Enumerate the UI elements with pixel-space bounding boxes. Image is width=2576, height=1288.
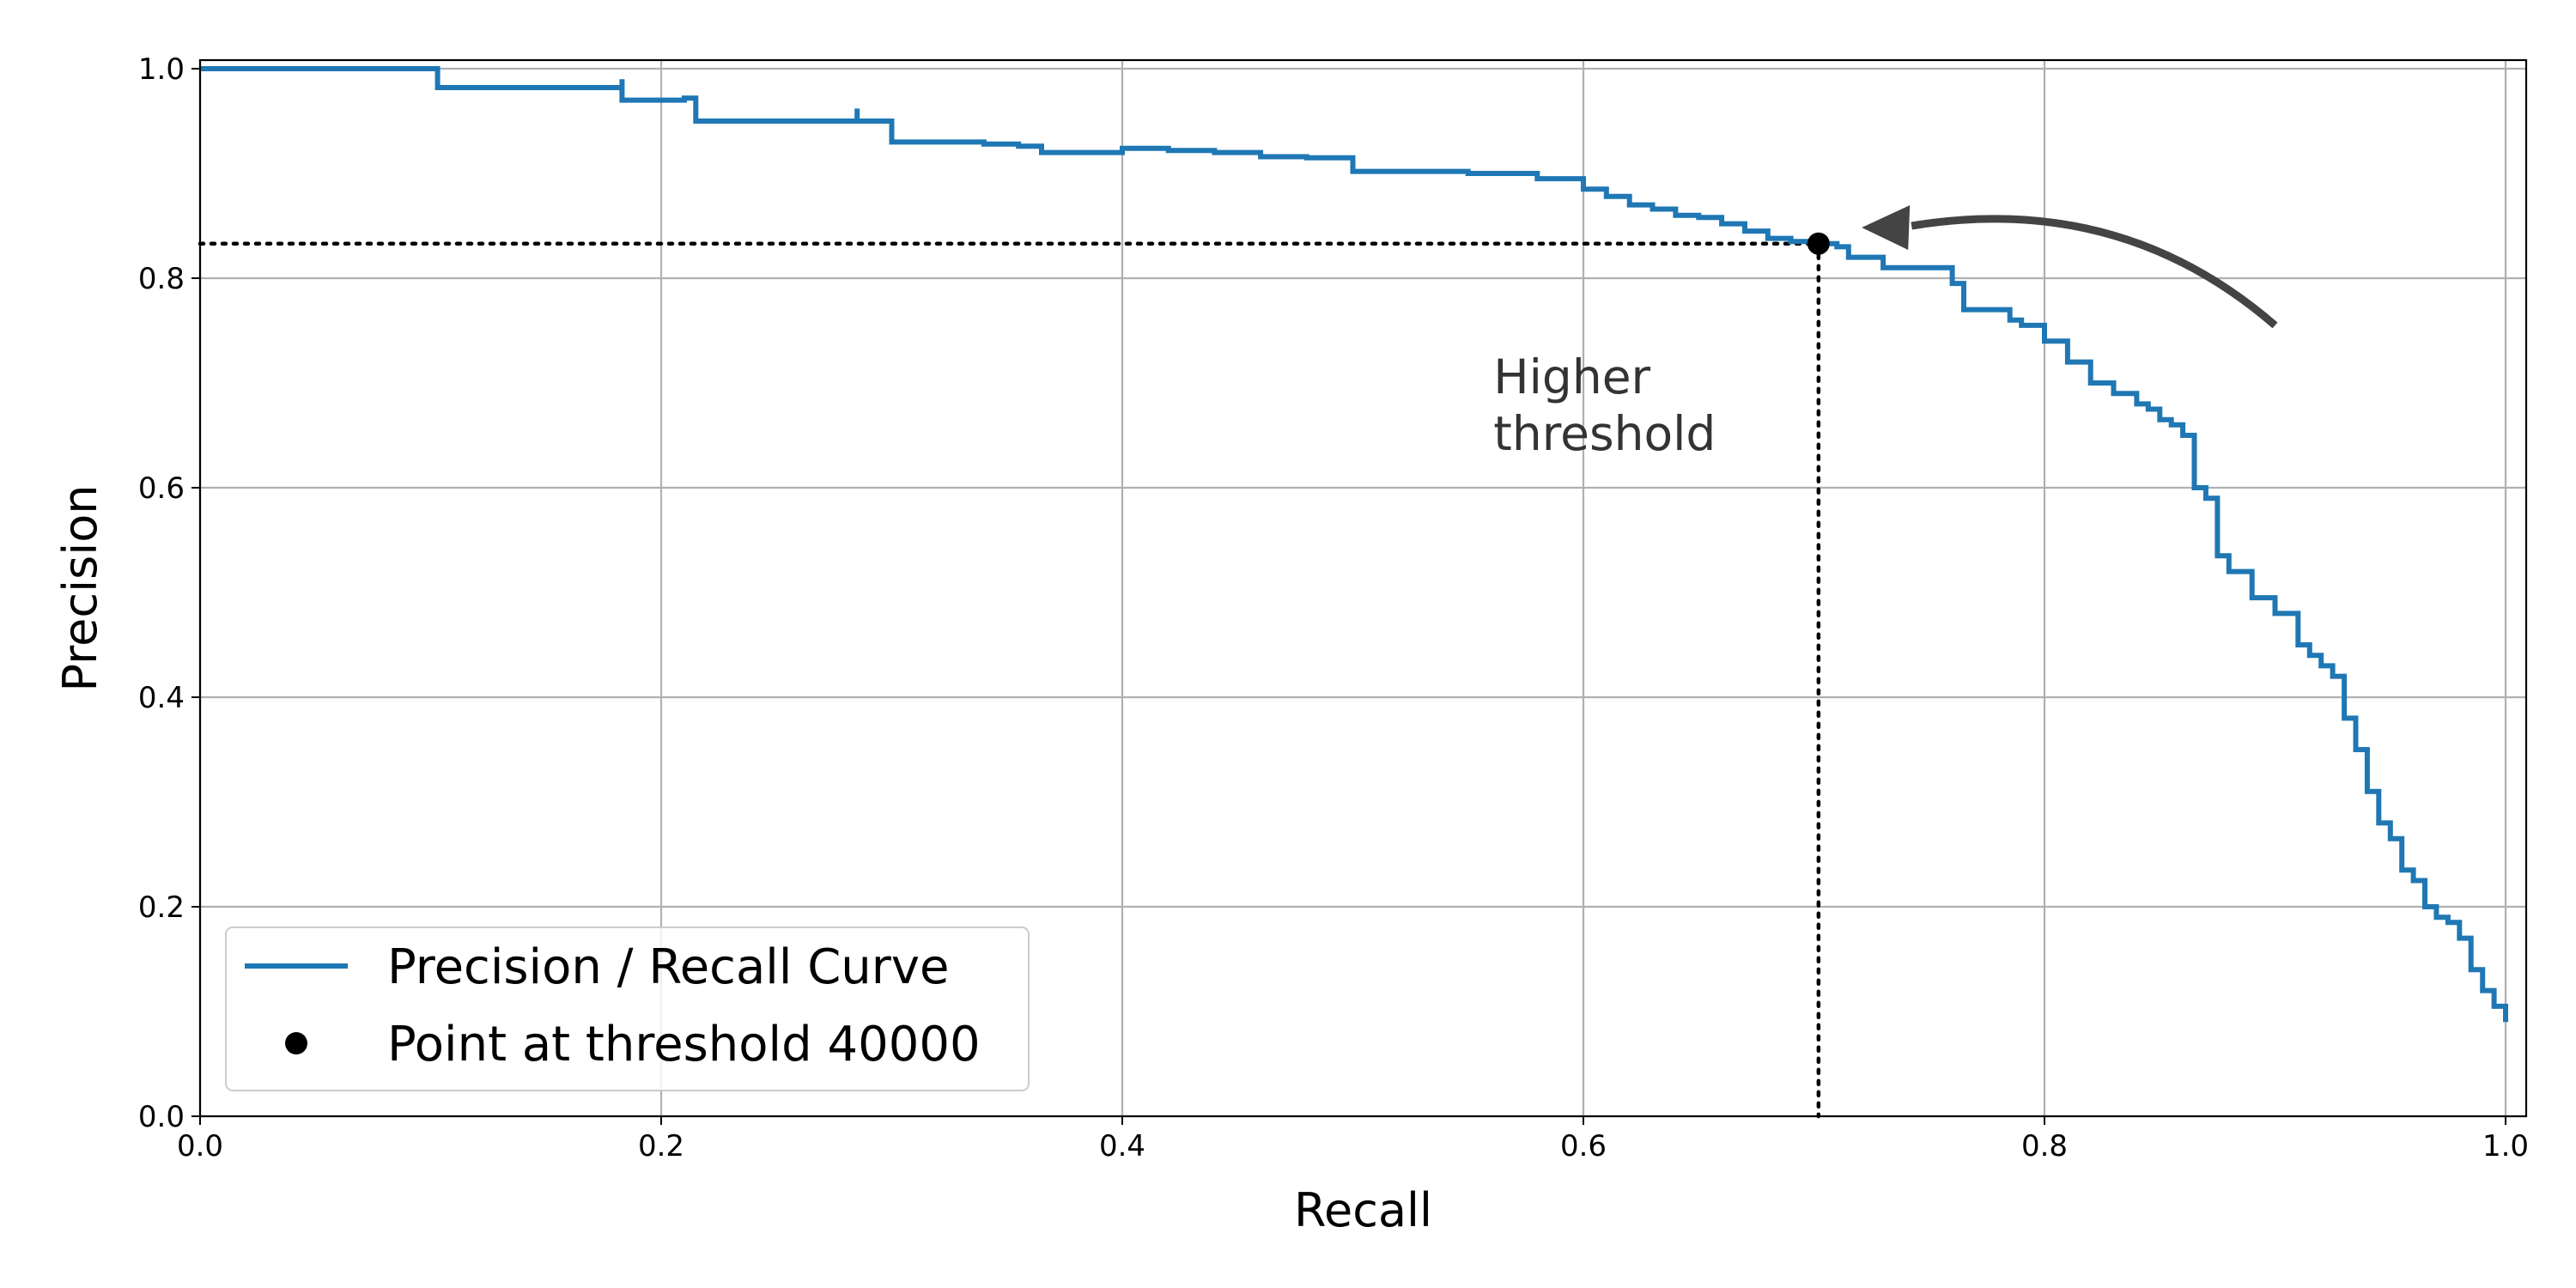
x-tick-label: 0.4	[1099, 1129, 1145, 1163]
axis-ticks: 0.0 0.2 0.4 0.6 0.8 1.0 0.0 0.2 0.4 0.6 0.8 1.0	[138, 52, 2529, 1163]
annotation-text-line: threshold	[1493, 406, 1716, 461]
y-tick-label: 0.8	[138, 262, 185, 296]
precision-recall-curve	[200, 66, 2508, 1023]
legend: Precision / Recall Curve Point at thresh…	[225, 927, 1030, 1091]
reference-lines	[197, 241, 1821, 1119]
x-tick-label: 0.0	[177, 1129, 223, 1163]
legend-box	[225, 927, 1030, 1091]
x-tick-label: 1.0	[2482, 1129, 2529, 1163]
y-tick-label: 0.2	[138, 890, 185, 925]
y-axis-label: Precision	[53, 485, 107, 692]
x-axis-label: Recall	[1294, 1183, 1432, 1237]
y-tick-label: 1.0	[138, 52, 185, 87]
y-tick-label: 0.0	[138, 1100, 185, 1134]
x-tick-label: 0.6	[1560, 1129, 1607, 1163]
x-tick-label: 0.2	[638, 1129, 684, 1163]
annotation-arrow-head	[1862, 205, 1911, 250]
legend-swatch-point	[285, 1032, 307, 1054]
annotation-text-line: Higher	[1493, 349, 1650, 404]
threshold-point	[1807, 232, 1830, 255]
legend-label-point: Point at threshold 40000	[387, 1017, 981, 1072]
curve-layer	[200, 66, 2508, 1023]
plot-frame	[198, 58, 2528, 1118]
x-tick-label: 0.8	[2021, 1129, 2068, 1163]
annotation-arrow-shaft	[1911, 215, 2278, 329]
legend-label-curve: Precision / Recall Curve	[387, 939, 949, 995]
y-tick-label: 0.4	[138, 681, 185, 715]
y-tick-label: 0.6	[138, 471, 185, 506]
